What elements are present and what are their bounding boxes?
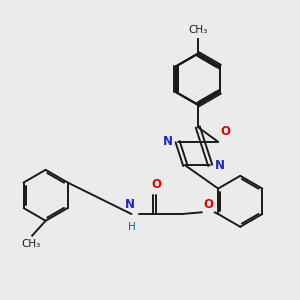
Text: O: O <box>151 178 161 191</box>
Text: O: O <box>203 197 213 211</box>
Text: N: N <box>214 159 224 172</box>
Text: N: N <box>125 198 135 211</box>
Text: O: O <box>221 125 231 138</box>
Text: CH₃: CH₃ <box>21 239 40 249</box>
Text: N: N <box>163 135 173 148</box>
Text: H: H <box>128 222 136 232</box>
Text: CH₃: CH₃ <box>188 26 207 35</box>
